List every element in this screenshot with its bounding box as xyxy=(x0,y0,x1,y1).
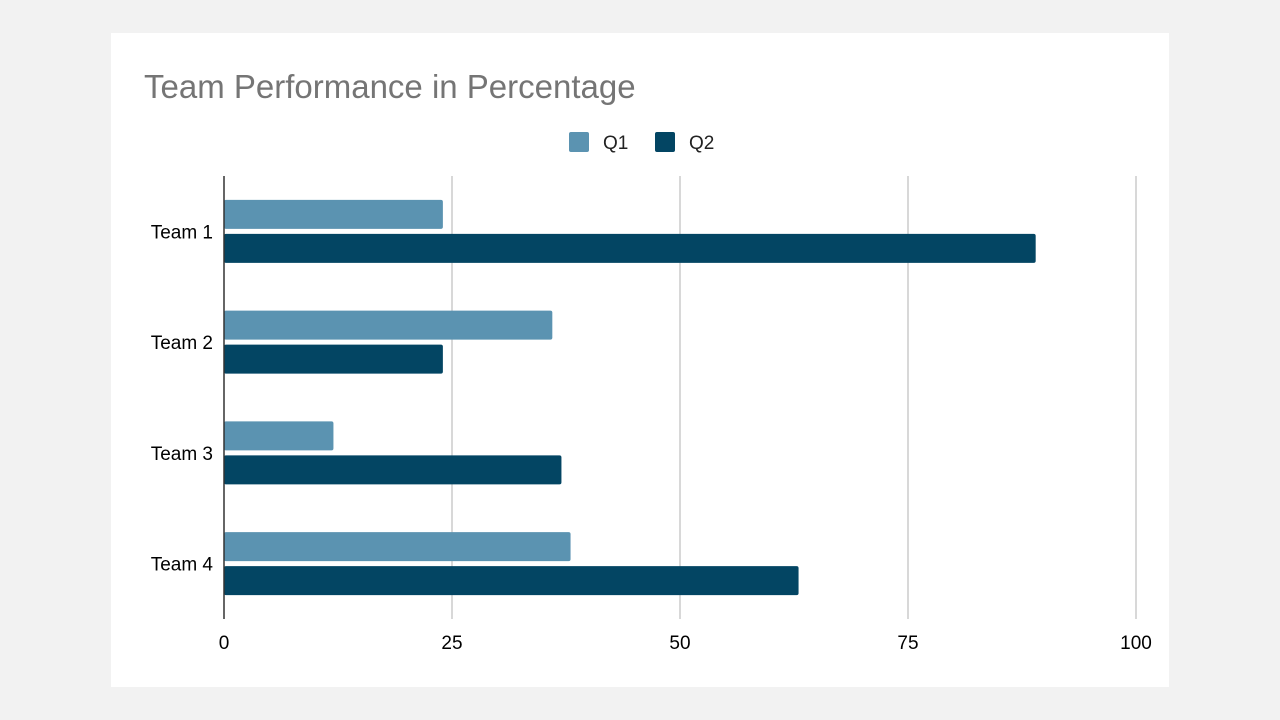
bar-q2 xyxy=(224,455,562,485)
legend: Q1 Q2 xyxy=(569,132,714,154)
y-category-label: Team 3 xyxy=(151,444,213,465)
bar-q2 xyxy=(224,344,443,374)
bar-q1 xyxy=(224,532,571,562)
bar-q1 xyxy=(224,310,553,340)
axes: 0 25 50 75 100 Team 1 Team 2 Team 3 Team 4 xyxy=(151,176,1152,654)
y-category-label: Team 2 xyxy=(151,333,213,354)
x-tick-label: 100 xyxy=(1120,633,1152,654)
y-category-label: Team 4 xyxy=(151,555,214,576)
x-tick-label: 0 xyxy=(219,633,230,654)
x-tick-label: 25 xyxy=(441,633,462,654)
x-tick-label: 75 xyxy=(897,633,918,654)
legend-swatch xyxy=(569,132,589,152)
bar-q2 xyxy=(224,233,1036,263)
bars xyxy=(224,199,1036,596)
chart-card: Team Performance in Percentage 0 25 50 75 10… xyxy=(111,33,1169,687)
bar-chart: 0 25 50 75 100 Team 1 Team 2 Team 3 Team 4 Q1 Q2 xyxy=(151,132,1152,654)
y-category-label: Team 1 xyxy=(151,222,213,243)
legend-swatch xyxy=(655,132,675,152)
bar-q1 xyxy=(224,421,334,451)
bar-q1 xyxy=(224,199,443,229)
legend-label: Q2 xyxy=(689,133,714,154)
legend-label: Q1 xyxy=(603,133,628,154)
chart-title: Team Performance in Percentage xyxy=(144,68,636,105)
x-tick-label: 50 xyxy=(669,633,690,654)
bar-q2 xyxy=(224,566,799,596)
